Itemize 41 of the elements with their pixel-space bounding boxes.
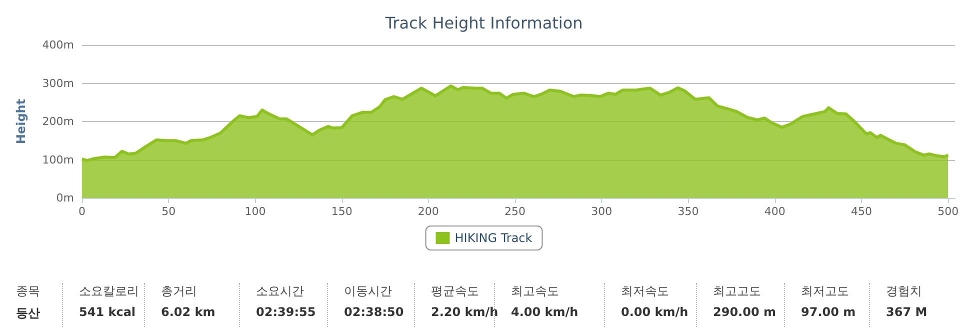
y-axis-title: Height: [14, 98, 28, 144]
x-tick-label: 400: [764, 205, 786, 218]
text: 소요칼로리: [79, 283, 139, 300]
legend-label: HIKING Track: [454, 231, 532, 245]
text: 최고속도: [511, 283, 560, 300]
text: 290.00 m: [713, 305, 776, 319]
text: 최고고도: [713, 283, 762, 300]
x-tick-label: 100: [244, 205, 266, 218]
text: 최저속도: [621, 283, 670, 300]
x-tick-label: 450: [850, 205, 872, 218]
text: 소요시간: [256, 283, 305, 300]
x-tick-label: 150: [331, 205, 352, 218]
y-tick-label: 0m: [56, 192, 74, 204]
text: 평균속도: [431, 283, 480, 300]
text: 2.20 km/h: [431, 305, 498, 319]
text: 총거리: [161, 283, 198, 300]
y-tick-label: 400m: [42, 38, 74, 52]
text: 02:38:50: [344, 305, 404, 319]
text: 97.00 m: [801, 305, 856, 319]
y-tick-label: 100m: [42, 153, 74, 166]
text: 02:39:55: [256, 305, 316, 319]
text: 367 M: [886, 305, 928, 319]
text: 이동시간: [344, 283, 393, 300]
text: 0.00 km/h: [621, 305, 688, 319]
y-tick-label: 200m: [42, 115, 74, 128]
text: 541 kcal: [79, 305, 137, 319]
text: 등산: [16, 305, 40, 322]
text: 6.02 km: [161, 305, 216, 319]
x-tick-label: 250: [504, 205, 526, 218]
chart-title: Track Height Information: [384, 14, 583, 32]
x-tick-label: 350: [678, 205, 699, 218]
text: 경험치: [886, 283, 923, 300]
x-tick-label: 500: [938, 205, 959, 218]
x-tick-label: 50: [162, 205, 176, 218]
x-tick-label: 0: [78, 205, 86, 218]
y-tick-label: 300m: [42, 76, 74, 90]
text: 4.00 km/h: [511, 305, 578, 319]
text: 최저고도: [801, 283, 850, 300]
text: 종목: [16, 283, 40, 300]
x-tick-label: 300: [591, 205, 612, 218]
x-tick-label: 200: [418, 205, 439, 218]
